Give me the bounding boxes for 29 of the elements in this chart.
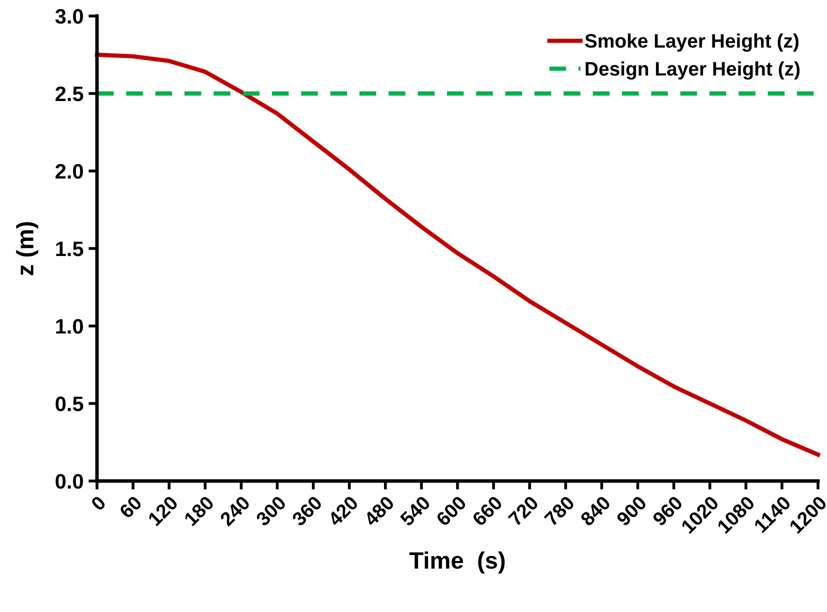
- x-tick-label: 900: [616, 495, 648, 527]
- x-axis-title: Time (s): [409, 551, 505, 574]
- x-tick-label: 720: [508, 495, 540, 527]
- x-tick-label: 240: [219, 495, 251, 527]
- x-tick-label: 780: [544, 495, 576, 527]
- y-axis-title: z (m): [16, 222, 38, 276]
- x-tick-label: 420: [326, 495, 359, 528]
- y-tick-label: 0.0: [56, 474, 83, 489]
- y-tick-label: 0.5: [56, 396, 84, 412]
- x-tick-label: 300: [254, 495, 287, 527]
- y-tick-label: 3.0: [55, 9, 83, 24]
- line-series: [94, 52, 820, 457]
- x-tick-label: 180: [183, 495, 215, 526]
- x-tick-label: 360: [291, 495, 323, 527]
- x-tick-label: 480: [363, 495, 395, 528]
- legend-label: Design Layer Height (z): [586, 61, 800, 80]
- x-tick-label: 0: [90, 495, 107, 512]
- y-tick-label: 1.5: [56, 242, 84, 256]
- x-tick-label: 60: [118, 495, 143, 520]
- x-tick-label: 960: [652, 495, 684, 527]
- x-tick-label: 120: [147, 495, 179, 526]
- x-tick-label: 540: [399, 495, 431, 527]
- y-tick-label: 2.5: [56, 86, 84, 102]
- y-tick-label: 1.0: [56, 319, 83, 334]
- y-tick-label: 2.0: [56, 164, 83, 179]
- x-tick-label: 660: [471, 495, 504, 527]
- x-tick-label: 840: [580, 495, 612, 527]
- legend-label: Smoke Layer Height (z): [584, 34, 798, 52]
- x-tick-label: 600: [435, 495, 468, 527]
